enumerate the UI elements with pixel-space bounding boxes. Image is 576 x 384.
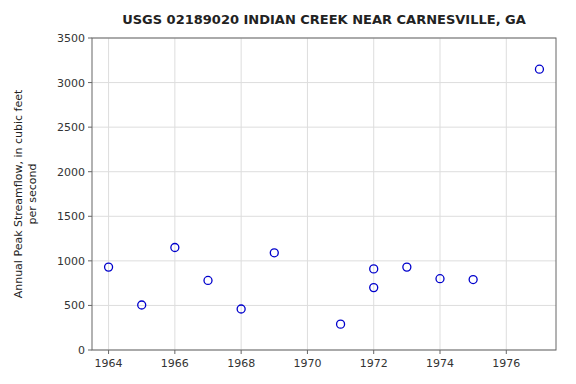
grid-line-y [92, 305, 556, 306]
point [469, 276, 477, 284]
grid-line-x [241, 38, 242, 350]
tick-y [88, 82, 92, 83]
grid-line-x [440, 38, 441, 350]
tick-label-x: 1968 [227, 357, 255, 370]
tick-y [88, 305, 92, 306]
grid-line-y [92, 260, 556, 261]
tick-x [307, 350, 308, 354]
grid-line-x [506, 38, 507, 350]
tick-x [373, 350, 374, 354]
chart-container: 1964 1966 1968 1970 1972 1974 1976 0 500 1000 1500… [0, 0, 576, 384]
tick-y [88, 260, 92, 261]
grid-line-x [108, 38, 109, 350]
tick-y [88, 171, 92, 172]
point [337, 320, 345, 328]
tick-y [88, 350, 92, 351]
grid-line-y [92, 171, 556, 172]
tick-y [88, 38, 92, 39]
tick-x [174, 350, 175, 354]
grid-line-y [92, 127, 556, 128]
tick-x [108, 350, 109, 354]
point [370, 284, 378, 292]
plot-background [92, 38, 556, 350]
point [105, 263, 113, 271]
tick-label-y: 2000 [57, 166, 85, 179]
chart: 1964 1966 1968 1970 1972 1974 1976 0 500 1000 1500… [0, 0, 576, 384]
tick-label-y: 1000 [57, 255, 85, 268]
tick-label-y: 0 [78, 344, 85, 357]
tick-label-y: 1500 [57, 210, 85, 223]
axes: 1964 1966 1968 1970 1972 1974 1976 0 500 1000 1500… [57, 32, 556, 370]
tick-label-y: 500 [64, 299, 85, 312]
title: USGS 02189020 INDIAN CREEK NEAR CARNESVI… [122, 12, 526, 27]
tick-label-x: 1974 [426, 357, 454, 370]
point [138, 301, 146, 309]
tick-x [440, 350, 441, 354]
tick-y [88, 216, 92, 217]
point [535, 65, 543, 73]
point [204, 276, 212, 284]
tick-label-x: 1970 [293, 357, 321, 370]
tick-label-y: 2500 [57, 121, 85, 134]
grid-line-y [92, 216, 556, 217]
tick-y [88, 127, 92, 128]
point [403, 263, 411, 271]
point [270, 249, 278, 257]
point [436, 275, 444, 283]
tick-x [506, 350, 507, 354]
grid-line-x [373, 38, 374, 350]
tick-label-x: 1976 [492, 357, 520, 370]
grid [92, 38, 556, 350]
grid-line-x [307, 38, 308, 350]
tick-label-x: 1966 [161, 357, 189, 370]
point [370, 265, 378, 273]
tick-label-x: 1964 [95, 357, 123, 370]
grid-line-y [92, 82, 556, 83]
grid-line-x [174, 38, 175, 350]
tick-label-y: 3000 [57, 77, 85, 90]
point [237, 305, 245, 313]
tick-label-y: 3500 [57, 32, 85, 45]
tick-label-x: 1972 [360, 357, 388, 370]
point [171, 243, 179, 251]
plot-frame [92, 38, 556, 350]
tick-x [241, 350, 242, 354]
points [105, 65, 544, 328]
y-axis-label: Annual Peak Streamflow, in cubic feetper… [12, 89, 39, 298]
